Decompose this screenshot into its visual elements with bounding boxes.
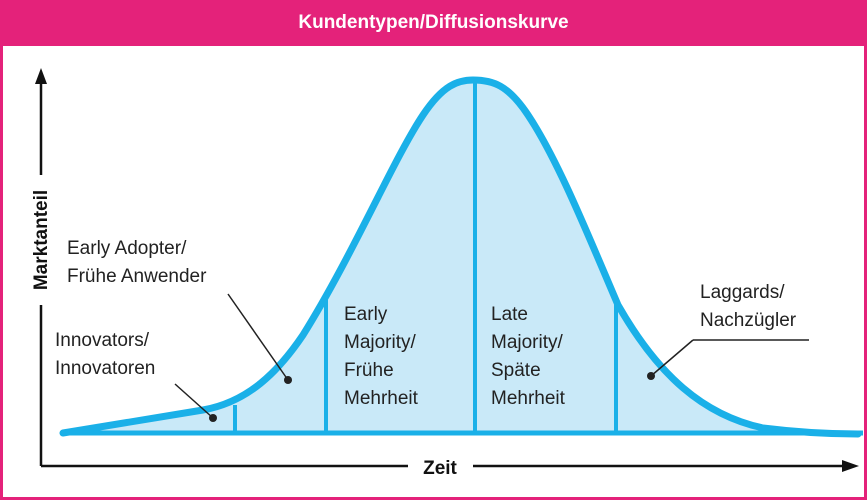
leader-innovators [174, 383, 214, 419]
leader-laggards [650, 339, 694, 377]
curve-fill [63, 80, 858, 434]
diffusion-diagram: Zeit Marktanteil Innovators/ Innovatoren… [31, 68, 863, 479]
y-axis-arrow-icon [35, 68, 47, 84]
label-late-majority-line1: Late [491, 304, 528, 325]
diffusion-curve [59, 76, 862, 438]
dot-innovators [209, 414, 217, 422]
label-early-majority-line2: Majority/ [344, 332, 417, 353]
label-innovators-line1: Innovators/ [55, 330, 150, 351]
label-early-majority-line3: Frühe [344, 360, 394, 381]
label-laggards-line2: Nachzügler [700, 310, 797, 331]
x-axis-arrow-icon [842, 460, 859, 472]
label-laggards-line1: Laggards/ [700, 282, 785, 303]
diagram-title: Kundentypen/Diffusionskurve [3, 0, 864, 46]
label-early-adopters-line1: Early Adopter/ [67, 238, 187, 259]
y-axis-label: Marktanteil [31, 190, 52, 290]
leader-early-adopters [227, 293, 289, 381]
label-late-majority-line4: Mehrheit [491, 388, 566, 409]
label-innovators-line2: Innovatoren [55, 358, 155, 379]
label-early-adopters-line2: Frühe Anwender [67, 266, 207, 287]
label-early-majority-line1: Early [344, 304, 388, 325]
dot-early-adopters [284, 376, 292, 384]
x-axis-label: Zeit [423, 458, 457, 479]
label-late-majority-line2: Majority/ [491, 332, 564, 353]
dot-laggards [647, 372, 655, 380]
label-early-majority-line4: Mehrheit [344, 388, 419, 409]
label-late-majority-line3: Späte [491, 360, 541, 381]
